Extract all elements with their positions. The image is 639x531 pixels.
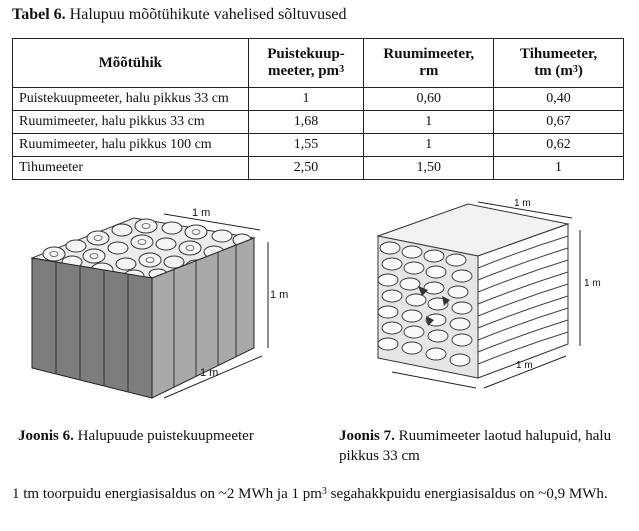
figure-7-caption: Joonis 7. Ruumimeeter laotud halupuid, h… bbox=[339, 428, 612, 464]
table-cell: Ruumimeeter, halu pikkus 100 cm bbox=[12, 133, 249, 157]
table-cell: Tihumeeter bbox=[12, 156, 249, 180]
table-cell: Ruumimeeter, halu pikkus 33 cm bbox=[12, 110, 249, 134]
units-table: Mõõtühik Puistekuup-meeter, pm3 Ruumimee… bbox=[12, 38, 624, 180]
figure-6-illustration: 1 m 1 m 1 m bbox=[30, 207, 288, 399]
table-cell: 1 bbox=[363, 110, 495, 134]
header-stacked-cubic-meter: Ruumimeeter, rm bbox=[363, 38, 495, 88]
table-label: Tabel 6. bbox=[12, 6, 66, 23]
fig7-dim-top: 1 m bbox=[514, 198, 531, 209]
header-solid-cubic-meter: Tihumeeter, tm (m3) bbox=[493, 38, 624, 88]
table-cell: 1 bbox=[493, 156, 624, 180]
table-row: Tihumeeter 2,50 1,50 1 bbox=[12, 156, 624, 180]
fig6-dim-top: 1 m bbox=[192, 207, 210, 219]
energy-note: 1 tm toorpuidu energiasisaldus on ~2 MWh… bbox=[12, 486, 608, 502]
fig6-dim-right: 1 m bbox=[270, 289, 288, 301]
fig7-dim-bottom: 1 m bbox=[516, 360, 533, 371]
table-cell: 1,50 bbox=[363, 156, 495, 180]
table-cell: 1 bbox=[363, 133, 495, 157]
table-cell: 0,60 bbox=[363, 87, 495, 111]
figure-6-caption: Joonis 6. Halupuude puistekuupmeeter bbox=[18, 428, 254, 444]
table-header-row: Mõõtühik Puistekuup-meeter, pm3 Ruumimee… bbox=[12, 38, 624, 88]
header-unit: Mõõtühik bbox=[12, 38, 249, 88]
table-cell: 0,62 bbox=[493, 133, 624, 157]
table-row: Ruumimeeter, halu pikkus 33 cm 1,68 1 0,… bbox=[12, 110, 624, 134]
table-cell: 2,50 bbox=[247, 156, 365, 180]
header-bulk-cubic-meter: Puistekuup-meeter, pm3 bbox=[247, 38, 365, 88]
figure-7-label: Joonis 7. bbox=[339, 428, 395, 444]
table-title: Halupuu mõõtühikute vahelised sõltuvused bbox=[65, 6, 347, 23]
figure-6-label: Joonis 6. bbox=[18, 428, 74, 444]
fig7-dim-right: 1 m bbox=[584, 278, 601, 289]
table-cell: 0,67 bbox=[493, 110, 624, 134]
table-row: Ruumimeeter, halu pikkus 100 cm 1,55 1 0… bbox=[12, 133, 624, 157]
figure-7-illustration: 1 m 1 m 1 m bbox=[376, 198, 601, 389]
table-cell: 0,40 bbox=[493, 87, 624, 111]
table-row: Puistekuupmeeter, halu pikkus 33 cm 1 0,… bbox=[12, 87, 624, 111]
table-cell: Puistekuupmeeter, halu pikkus 33 cm bbox=[12, 87, 249, 111]
table-cell: 1,68 bbox=[247, 110, 365, 134]
table-cell: 1 bbox=[247, 87, 365, 111]
fig6-dim-bottom: 1 m bbox=[200, 367, 218, 379]
table-cell: 1,55 bbox=[247, 133, 365, 157]
table-caption: Tabel 6. Halupuu mõõtühikute vahelised s… bbox=[12, 6, 347, 24]
